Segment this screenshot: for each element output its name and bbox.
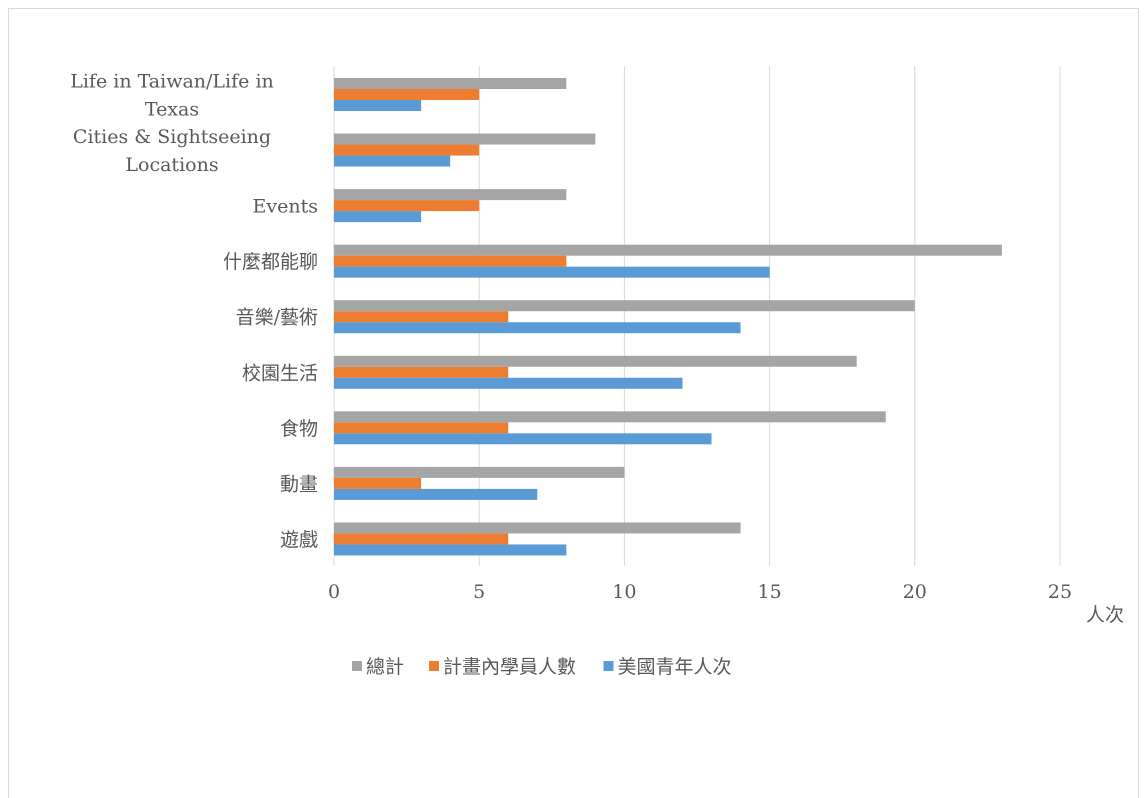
x-tick-label: 0 — [328, 581, 340, 603]
bars — [334, 78, 1002, 556]
bar — [334, 522, 741, 534]
bar — [334, 300, 915, 312]
legend-label: 美國青年人次 — [618, 656, 732, 678]
x-tick-label: 25 — [1048, 581, 1072, 603]
legend-swatch — [429, 661, 439, 671]
bar — [334, 133, 596, 145]
legend-label: 總計 — [366, 656, 404, 678]
bar — [334, 211, 422, 223]
bar — [334, 255, 567, 267]
category-label: Locations — [125, 154, 218, 176]
bar — [334, 433, 712, 445]
bar — [334, 244, 1002, 256]
bar — [334, 366, 509, 378]
category-label: 遊戲 — [280, 529, 318, 551]
category-labels: Life in Taiwan/Life in Texas Cities & Sigh… — [70, 71, 318, 551]
category-label: Events — [253, 196, 318, 218]
bar — [334, 544, 567, 556]
bar — [334, 411, 886, 423]
legend-label: 計畫內學員人數 — [443, 656, 576, 678]
bar — [334, 266, 770, 278]
bar — [334, 488, 538, 500]
x-tick-label: 5 — [473, 581, 485, 603]
category-label: 動畫 — [280, 473, 318, 495]
x-tick-label: 20 — [903, 581, 927, 603]
bar — [334, 89, 480, 100]
x-tick-label: 10 — [612, 581, 636, 603]
legend: 總計 計畫內學員人數 美國青年人次 — [352, 656, 732, 678]
x-unit-label: 人次 — [1086, 604, 1124, 626]
bar — [334, 533, 509, 545]
legend-swatch — [603, 661, 614, 671]
bar — [334, 78, 567, 89]
bar — [334, 144, 480, 156]
bar — [334, 155, 451, 167]
bar — [334, 200, 480, 212]
bar — [334, 466, 625, 478]
x-tick-label: 15 — [758, 581, 782, 603]
bar — [334, 100, 422, 111]
bar — [334, 422, 509, 434]
bar — [334, 355, 857, 367]
bar — [334, 322, 741, 334]
category-label: 食物 — [280, 418, 318, 440]
bar — [334, 477, 422, 489]
legend-swatch — [352, 661, 362, 671]
category-label: Cities & Sightseeing — [73, 126, 271, 148]
bar — [334, 189, 567, 201]
category-label: 什麼都能聊 — [223, 251, 318, 273]
category-label: Texas — [145, 99, 199, 121]
bar — [334, 311, 509, 323]
x-tick-labels: 0 5 10 15 20 25 — [328, 581, 1072, 603]
bar — [334, 377, 683, 389]
category-label: 校園生活 — [242, 362, 318, 384]
category-label: 音樂/藝術 — [236, 307, 318, 329]
category-label: Life in Taiwan/Life in — [70, 71, 274, 93]
